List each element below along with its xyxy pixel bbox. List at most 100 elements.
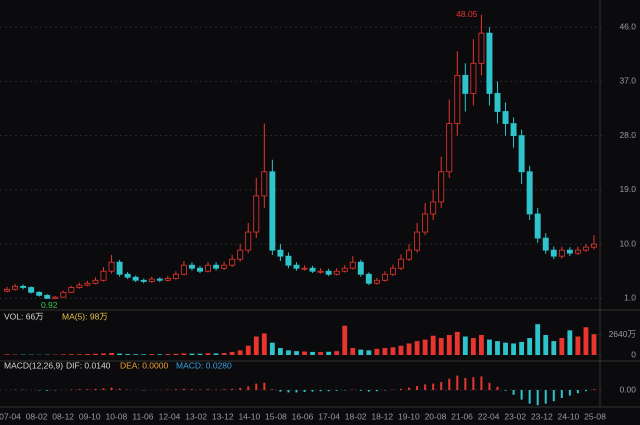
volume-bar	[591, 334, 597, 355]
candle-body	[414, 231, 421, 251]
volume-bar	[286, 350, 291, 355]
volume-bar	[318, 352, 324, 355]
macd-bar	[592, 389, 595, 390]
volume-bar	[551, 341, 557, 355]
candle-body	[188, 264, 195, 269]
macd-title: MACD(12,26,9)	[4, 360, 63, 370]
candle-body	[430, 201, 437, 215]
y-tick-label: 1.0	[624, 293, 636, 303]
volume-bar	[350, 348, 356, 355]
volume-bar	[165, 354, 171, 355]
candle-body	[502, 111, 509, 124]
candle-body	[486, 32, 493, 94]
volume-bar	[109, 352, 114, 355]
x-tick-label: 23-02	[504, 411, 526, 421]
x-tick-label: 25-08	[584, 411, 606, 421]
volume-bar	[302, 351, 307, 355]
volume-bar	[157, 354, 163, 355]
candle-body	[92, 279, 99, 284]
volume-bar	[390, 347, 396, 355]
volume-bar	[543, 334, 549, 355]
macd-bar	[279, 390, 282, 392]
volume-bar	[76, 354, 82, 355]
volume-bar	[406, 343, 412, 355]
volume-bar	[575, 336, 581, 355]
candle-body	[60, 291, 67, 298]
macd-bar	[287, 390, 290, 393]
y-tick-label: 28.0	[619, 130, 636, 140]
volume-bar	[438, 338, 444, 355]
macd-bar	[416, 386, 419, 390]
macd-bar	[263, 382, 266, 390]
macd-bar	[182, 388, 185, 390]
volume-bar	[398, 345, 404, 355]
volume-bar	[205, 353, 211, 355]
candle-body	[108, 261, 115, 272]
volume-bar	[446, 334, 452, 355]
macd-bar	[504, 390, 507, 391]
candle-body	[269, 171, 276, 251]
macd-bar	[375, 390, 378, 392]
macd-bar	[544, 390, 547, 404]
macd-bar	[303, 390, 306, 392]
candle-body	[148, 278, 155, 282]
volume-bar	[197, 353, 203, 355]
candle-body	[52, 296, 59, 299]
x-tick-label: 12-04	[159, 411, 181, 421]
candle-body	[341, 267, 348, 272]
volume-bar	[374, 348, 380, 355]
x-tick-label: 10-08	[105, 411, 127, 421]
x-tick-label: 13-12	[212, 411, 234, 421]
macd-bar	[560, 390, 563, 398]
candle-body	[398, 258, 404, 269]
volume-bar	[495, 341, 500, 355]
candle-body	[510, 123, 517, 137]
volume-bar	[149, 354, 155, 355]
volume-title: VOL: 66万	[4, 311, 44, 321]
volume-bar	[189, 353, 195, 355]
candle-body	[285, 255, 292, 266]
candle-body	[20, 285, 27, 288]
volume-bar	[221, 353, 227, 355]
volume-bar	[583, 327, 589, 355]
macd-value: MACD: 0.0280	[176, 360, 232, 370]
volume-bar	[125, 354, 131, 355]
volume-bar	[503, 342, 508, 355]
volume-bar	[229, 351, 235, 355]
macd-bar	[536, 390, 539, 406]
max-label: 48.05	[456, 9, 478, 19]
macd-bar	[440, 382, 443, 390]
y-tick-label: 0.00	[619, 384, 636, 394]
candle-body	[28, 287, 35, 293]
candle-body	[253, 195, 260, 233]
macd-bar	[174, 389, 177, 390]
candle-body	[478, 32, 485, 64]
volume-bar	[60, 354, 66, 355]
candle-body	[36, 291, 43, 296]
x-tick-label: 21-06	[451, 411, 473, 421]
volume-bar	[519, 341, 525, 355]
macd-bar	[46, 390, 49, 391]
candle-body	[526, 171, 533, 215]
candle-body	[406, 249, 413, 260]
x-tick-label: 14-10	[238, 411, 260, 421]
candle-body	[205, 264, 212, 272]
candle-body	[389, 267, 396, 275]
volume-bar	[294, 351, 299, 355]
candle-body	[317, 270, 324, 273]
volume-bar	[454, 331, 460, 355]
candle-body	[100, 270, 107, 281]
candle-body	[68, 287, 75, 293]
candle-body	[301, 267, 308, 270]
volume-bar	[133, 354, 139, 355]
volume-bar	[181, 353, 187, 355]
macd-bar	[271, 389, 274, 390]
volume-bar	[326, 351, 332, 355]
x-tick-label: 16-06	[292, 411, 314, 421]
candle-body	[76, 284, 83, 288]
y-tick-label: 0	[631, 349, 636, 359]
volume-bar	[173, 353, 179, 355]
y-tick-label: 2640万	[609, 329, 636, 339]
macd-bar	[295, 390, 298, 393]
macd-bar	[488, 382, 491, 390]
